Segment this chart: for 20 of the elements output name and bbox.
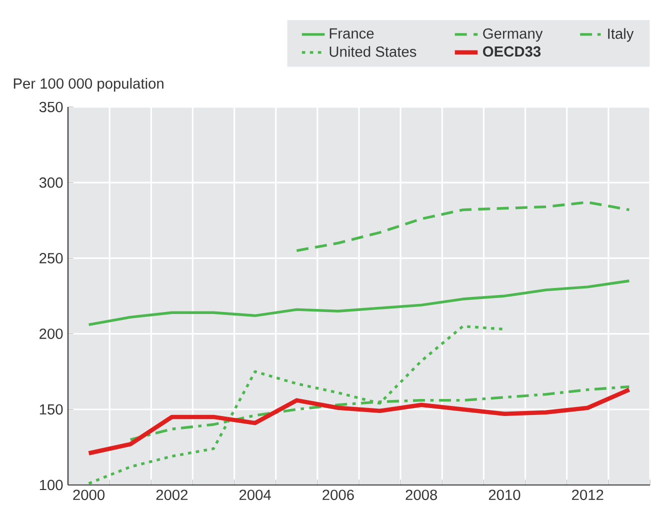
line-series [87, 280, 631, 326]
x-tick-label: 2008 [406, 490, 438, 500]
legend-label: OECD33 [483, 46, 541, 57]
x-tick-label: 2012 [572, 490, 604, 500]
y-tick-label: 200 [40, 328, 63, 339]
y-axis-title: Per 100 000 population [14, 78, 164, 92]
legend-label: Germany [483, 28, 543, 42]
y-tick-label: 100 [40, 480, 63, 490]
legend-label: Italy [608, 28, 634, 42]
x-tick-label: 2004 [239, 490, 271, 500]
y-tick-label: 350 [39, 102, 63, 112]
x-tick-label: 2006 [322, 490, 354, 500]
y-tick-label: 300 [39, 177, 63, 188]
x-tick-label: 2000 [73, 490, 105, 500]
x-tick-label: 2002 [156, 490, 188, 500]
x-tick-label: 2010 [488, 490, 520, 500]
y-tick-label: 150 [40, 404, 63, 415]
legend-label: France [330, 28, 374, 39]
y-tick-label: 250 [40, 253, 63, 264]
legend-label: United States [330, 46, 416, 57]
